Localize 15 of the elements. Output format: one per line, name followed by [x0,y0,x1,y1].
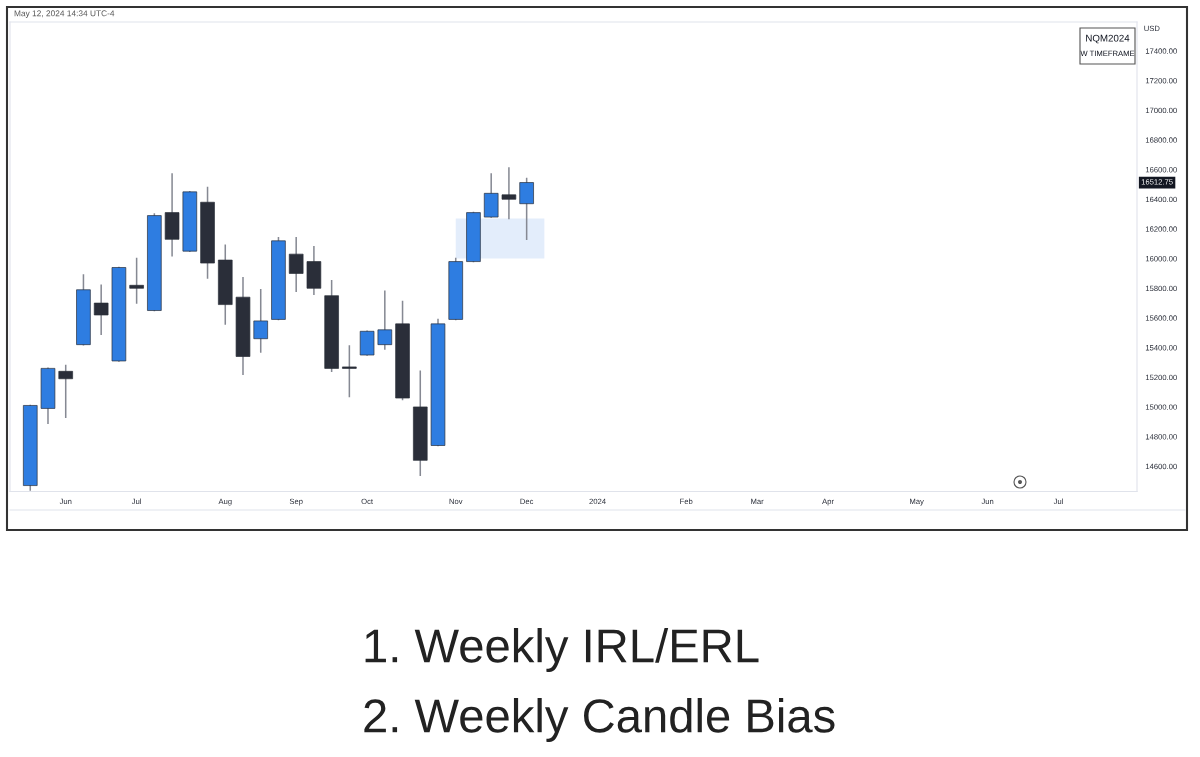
text: NQM2024 [1086,34,1130,44]
candlestick [253,288,268,353]
candlestick [519,177,534,241]
candlestick [342,345,357,398]
candlestick [93,284,109,336]
candlestick [288,237,304,293]
candlestick [129,257,144,304]
candlestick [501,167,517,220]
candlestick [377,290,393,350]
candlestick [483,173,499,218]
candlestick [58,364,73,419]
text: May 12, 2024 14:34 UTC-4 [14,10,115,18]
text: 2. Weekly Candle Bias [364,697,835,743]
text: 1. Weekly IRL/ERL [365,627,759,673]
candlestick [359,330,375,356]
